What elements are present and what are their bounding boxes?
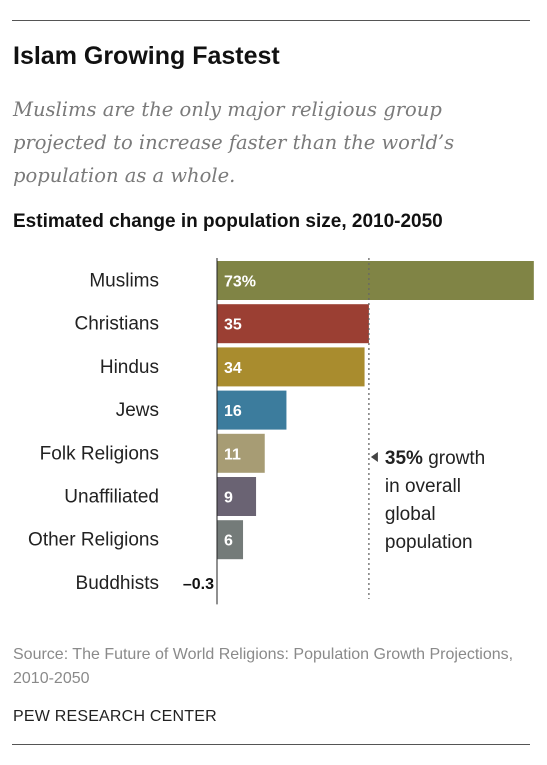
value-label-buddhists: –0.3 [183,576,214,593]
bar-chart: Muslims 73% Christians 35 Hindus 34 Jews 16 Folk… [28,258,534,605]
reference-label-line: in overall [385,476,461,497]
bar-muslims [217,261,534,300]
bar-other-religions [217,520,244,560]
top-rule [12,20,530,21]
value-label-unaffiliated: 9 [224,490,233,507]
value-label-muslims: 73% [224,274,256,291]
value-label-christians: 35 [224,317,242,334]
reference-label-value: 35% [385,448,423,469]
chart-heading: Estimated change in population size, 201… [13,211,443,232]
value-label-other-religions: 6 [224,533,233,550]
chart-title: Islam Growing Fastest [13,42,280,70]
brand-label: PEW RESEARCH CENTER [13,708,217,725]
value-label-folk-religions: 11 [224,446,241,463]
reference-label-line: growth [423,448,485,469]
bar-jews [217,390,287,430]
category-label-hindus: Hindus [100,357,159,378]
value-label-hindus: 34 [224,360,242,377]
bottom-rule [12,744,530,745]
reference-label-line: population [385,532,473,553]
value-label-jews: 16 [224,403,242,420]
category-label-unaffiliated: Unaffiliated [64,487,159,508]
category-label-folk-religions: Folk Religions [40,443,159,464]
category-label-buddhists: Buddhists [76,573,159,594]
category-label-christians: Christians [75,314,159,335]
source-note: Source: The Future of World Religions: P… [13,646,514,687]
bar-folk-religions [217,433,265,473]
reference-label: 35% growth in overall global population [385,448,485,553]
bar-christians [217,304,369,344]
bar-unaffiliated [217,477,257,516]
reference-arrow-icon [370,452,378,462]
reference-label-line: global [385,504,436,525]
chart-subtitle: Muslims are the only major religious gro… [13,98,455,187]
category-label-muslims: Muslims [89,271,159,292]
category-label-jews: Jews [116,400,159,421]
category-label-other-religions: Other Religions [28,530,159,551]
bar-hindus [217,347,365,387]
